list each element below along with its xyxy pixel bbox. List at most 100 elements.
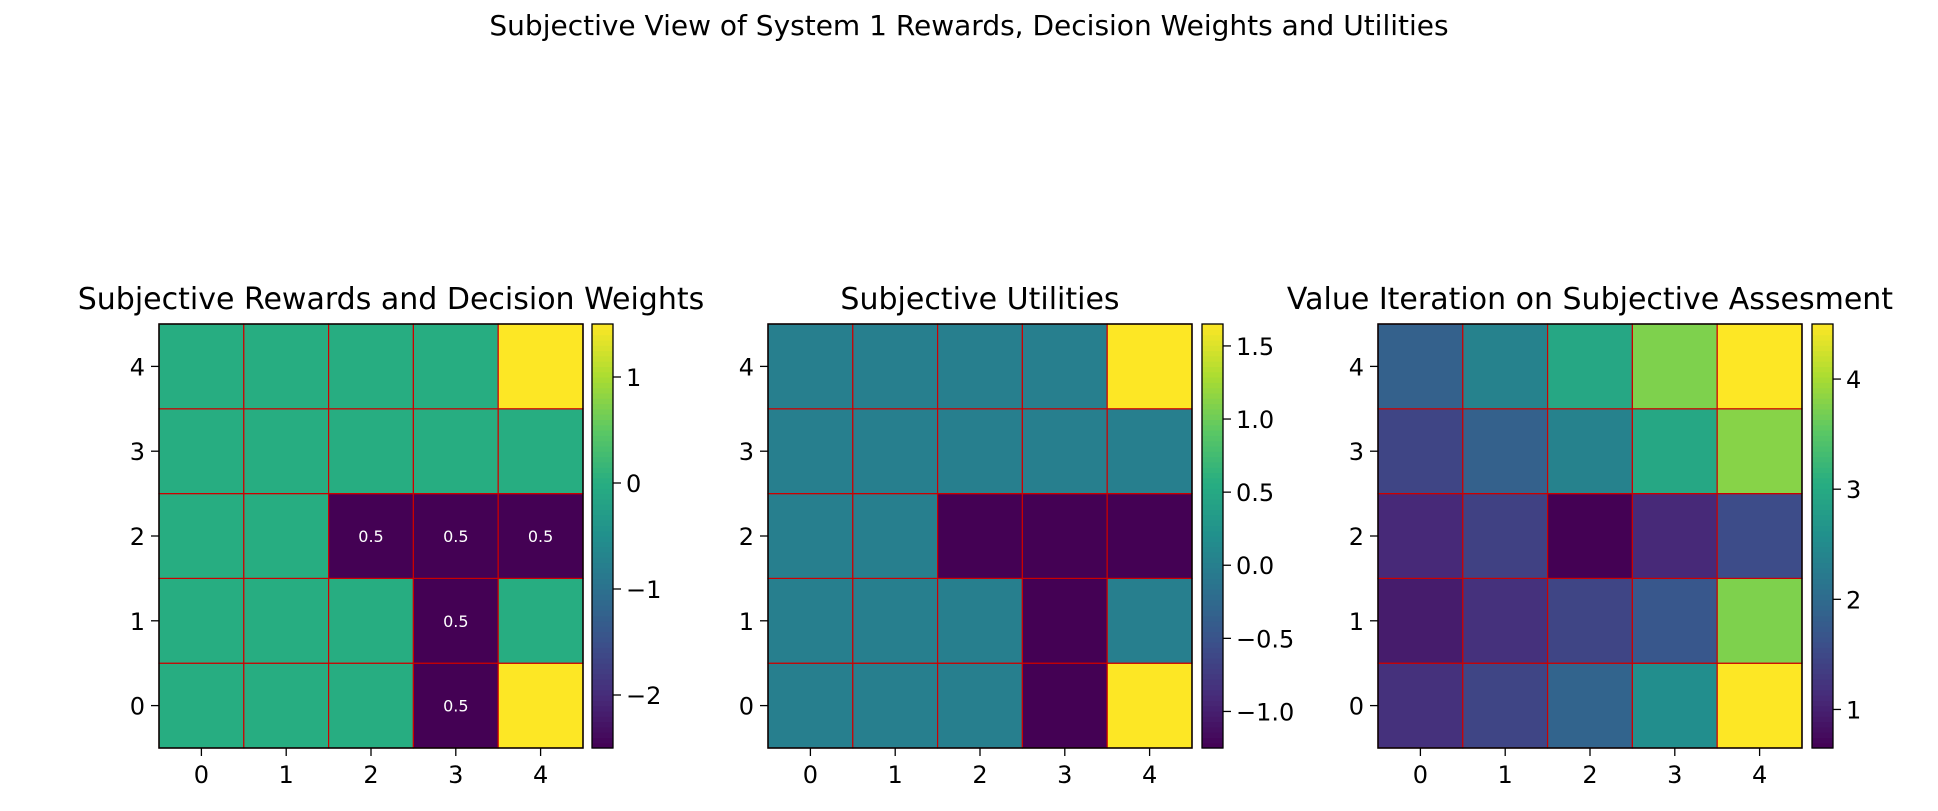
x-tick-label: 1: [888, 761, 903, 789]
colorbar-segment: [592, 355, 613, 362]
colorbar-segment: [1202, 403, 1223, 410]
x-tick-label: 4: [1752, 761, 1767, 789]
colorbar-segment: [1812, 329, 1833, 336]
colorbar-segment: [592, 647, 613, 654]
colorbar-segment: [1812, 414, 1833, 420]
heatmap-cell: [1631, 493, 1718, 580]
colorbar-segment: [1812, 684, 1833, 691]
colorbar-segment: [592, 525, 613, 532]
colorbar-tick-label: 1.5: [1236, 333, 1274, 361]
colorbar-segment: [1812, 668, 1833, 675]
colorbar-segment: [1812, 536, 1833, 542]
colorbar-segment: [592, 493, 613, 500]
colorbar-segment: [1812, 477, 1833, 484]
x-tick-label: 0: [194, 761, 209, 789]
colorbar-segment: [1812, 324, 1833, 330]
colorbar-segment: [1202, 620, 1223, 627]
colorbar-segment: [1202, 435, 1223, 442]
colorbar-segment: [592, 541, 613, 548]
y-tick-label: 1: [130, 608, 145, 636]
colorbar-tick-label: 0.0: [1236, 552, 1274, 580]
y-tick-label: 3: [130, 438, 145, 466]
heatmap-cell: [243, 323, 330, 410]
panels-group: Subjective Rewards and Decision Weights 0…: [78, 282, 1894, 789]
y-tick-label: 0: [739, 693, 754, 721]
heatmap-cell: [936, 323, 1023, 410]
colorbar-segment: [592, 456, 613, 463]
colorbar-segment: [1812, 610, 1833, 617]
colorbar: 1 0 −1 −2: [591, 323, 661, 749]
colorbar-segment: [592, 498, 613, 505]
colorbar-segment: [1202, 371, 1223, 378]
colorbar-segment: [592, 504, 613, 511]
heatmap-cell: [1377, 577, 1464, 664]
colorbar-segment: [592, 424, 613, 431]
colorbar-segment: [1812, 445, 1833, 452]
colorbar-tick-label: −1: [626, 576, 661, 604]
heatmap-cell: [412, 493, 499, 580]
colorbar-segment: [1202, 583, 1223, 590]
colorbar-segment: [1812, 408, 1833, 415]
colorbar-segment: [592, 742, 613, 749]
colorbar-segment: [1202, 398, 1223, 405]
colorbar-segment: [1202, 467, 1223, 473]
colorbar-segment: [1202, 546, 1223, 553]
heatmap-cell: [1546, 662, 1633, 749]
colorbar-segment: [1202, 536, 1223, 542]
colorbar-segment: [592, 419, 613, 426]
colorbar-segment: [1812, 377, 1833, 383]
colorbar-segment: [592, 604, 613, 611]
colorbar-segment: [1202, 329, 1223, 336]
colorbar-segment: [1202, 567, 1223, 574]
heatmap-cell: [497, 408, 584, 495]
colorbar-segment: [1812, 498, 1833, 505]
colorbar-segment: [592, 620, 613, 627]
heatmap-cell: [1462, 577, 1549, 664]
colorbar-segment: [1202, 483, 1223, 489]
colorbar-frame: [1201, 323, 1224, 749]
heatmap-cell: [1716, 493, 1803, 580]
colorbar-segment: [1812, 557, 1833, 564]
colorbar-segment: [592, 631, 613, 638]
colorbar-segment: [1202, 705, 1223, 712]
colorbar-segment: [1812, 620, 1833, 627]
heatmap-cell: [158, 323, 245, 410]
colorbar-segment: [1812, 573, 1833, 579]
colorbar-segment: [1812, 472, 1833, 479]
colorbar-segment: [1202, 504, 1223, 511]
colorbar-segment: [592, 488, 613, 495]
y-tick-label: 0: [130, 693, 145, 721]
heatmap-cell: [158, 493, 245, 580]
colorbar-segment: [592, 567, 613, 574]
colorbar-segment: [1812, 430, 1833, 436]
colorbar-segment: [1202, 477, 1223, 484]
heatmap-cell: [1462, 493, 1549, 580]
heatmap-cell: [1546, 408, 1633, 495]
colorbar-segment: [592, 408, 613, 415]
colorbar-segment: [592, 710, 613, 717]
colorbar-segment: [592, 695, 613, 701]
heatmap-cell: [936, 577, 1023, 664]
colorbar-segment: [592, 339, 613, 346]
cell-annotation: 0.5: [443, 697, 468, 716]
colorbar-segment: [1202, 742, 1223, 749]
colorbar-segment: [1202, 726, 1223, 733]
colorbar-segment: [1812, 657, 1833, 664]
colorbar-segment: [592, 642, 613, 648]
colorbar-segment: [592, 599, 613, 606]
colorbar-segment: [1812, 435, 1833, 442]
colorbar-segment: [1202, 737, 1223, 744]
colorbar-segment: [1812, 721, 1833, 728]
colorbar-segment: [1202, 530, 1223, 537]
colorbar-segment: [592, 737, 613, 744]
heatmap-cell: [1631, 577, 1718, 664]
colorbar-segment: [1812, 355, 1833, 362]
colorbar-segment: [1202, 498, 1223, 505]
colorbar-segment: [592, 371, 613, 378]
colorbar-segment: [592, 377, 613, 383]
heatmap-cell: [852, 577, 939, 664]
colorbar-segment: [1202, 679, 1223, 685]
colorbar-segment: [1812, 350, 1833, 357]
colorbar-segment: [1812, 732, 1833, 738]
